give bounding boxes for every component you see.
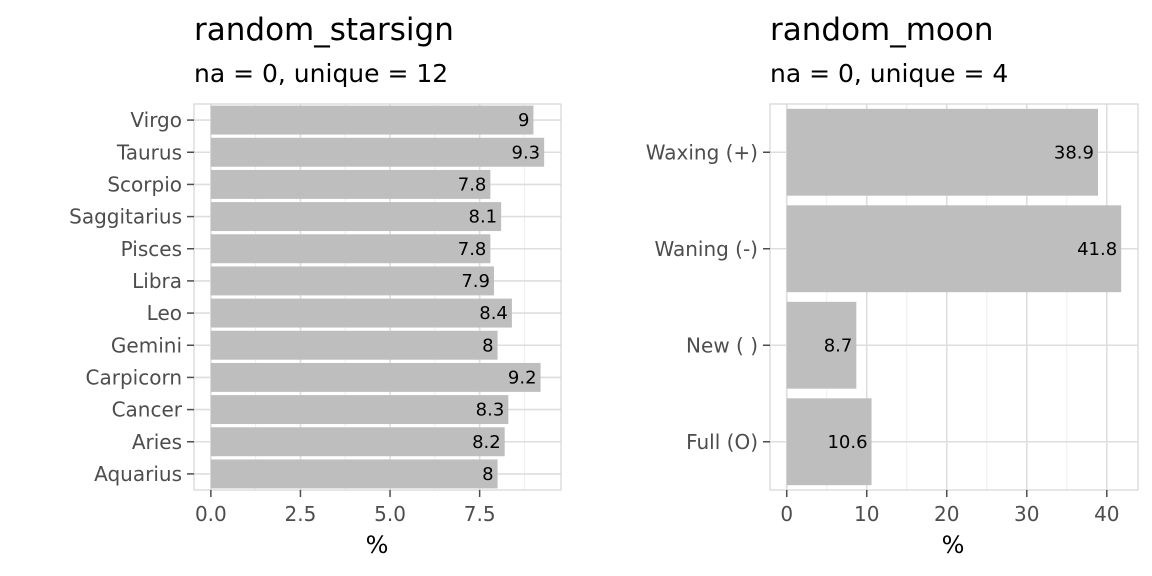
starsign-bar — [210, 137, 545, 167]
starsign-data-label: 7.9 — [461, 271, 490, 292]
starsign-y-tick-label: Aries — [132, 430, 182, 454]
starsign-bar — [210, 169, 491, 199]
moon-data-label: 8.7 — [824, 335, 853, 356]
moon-subtitle: na = 0, unique = 4 — [770, 59, 1008, 88]
starsign-data-label: 8.2 — [472, 432, 501, 453]
starsign-x-tick-label: 0.0 — [195, 502, 227, 526]
starsign-data-label: 8 — [482, 464, 493, 485]
starsign-bar — [210, 362, 541, 392]
starsign-y-tick-label: Leo — [147, 301, 182, 325]
starsign-y-tick-label: Virgo — [130, 108, 182, 132]
starsign-x-axis-title: % — [366, 531, 389, 559]
starsign-y-tick-label: Cancer — [112, 398, 183, 422]
moon-x-tick-label: 0 — [780, 502, 793, 526]
moon-panel: random_moon na = 0, unique = 4 % 38.9 41.… — [646, 12, 1139, 559]
moon-data-label: 41.8 — [1077, 239, 1117, 260]
starsign-data-label: 7.8 — [458, 239, 487, 260]
starsign-y-tick-label: Saggitarius — [69, 205, 182, 229]
starsign-x-tick-label: 5.0 — [374, 502, 406, 526]
moon-y-tick-label: Waning (-) — [654, 237, 758, 261]
moon-x-axis-title: % — [942, 531, 965, 559]
starsign-panel: random_starsign na = 0, unique = 12 % 9 9… — [69, 12, 562, 559]
moon-x-tick-label: 40 — [1094, 502, 1119, 526]
starsign-data-label: 7.8 — [458, 174, 487, 195]
moon-title: random_moon — [770, 12, 994, 48]
starsign-y-tick-label: Gemini — [111, 333, 182, 357]
starsign-bar — [210, 202, 502, 232]
starsign-y-tick-label: Carpicorn — [86, 365, 182, 389]
starsign-data-label: 9.3 — [512, 142, 541, 163]
moon-y-tick-label: Waxing (+) — [646, 140, 758, 164]
moon-y-tick-label: Full (O) — [686, 430, 758, 454]
starsign-bar — [210, 395, 509, 425]
starsign-y-tick-label: Libra — [132, 269, 182, 293]
moon-x-tick-label: 30 — [1014, 502, 1039, 526]
starsign-data-label: 9.2 — [508, 367, 537, 388]
starsign-title: random_starsign — [194, 12, 454, 48]
starsign-y-tick-label: Pisces — [121, 237, 182, 261]
starsign-y-tick-label: Aquarius — [94, 462, 182, 486]
moon-x-tick-label: 20 — [934, 502, 959, 526]
starsign-y-tick-label: Scorpio — [107, 172, 182, 196]
moon-x-tick-label: 10 — [854, 502, 879, 526]
starsign-data-label: 9 — [518, 110, 529, 131]
moon-data-label: 38.9 — [1054, 142, 1094, 163]
starsign-x-tick-label: 2.5 — [285, 502, 317, 526]
starsign-data-label: 8.3 — [476, 400, 505, 421]
starsign-panel-border — [193, 103, 562, 491]
starsign-bar — [210, 330, 498, 360]
starsign-data-label: 8.4 — [479, 303, 508, 324]
starsign-y-tick-label: Taurus — [116, 140, 182, 164]
moon-bar — [786, 398, 872, 486]
starsign-bar — [210, 459, 498, 489]
starsign-bar — [210, 234, 491, 264]
moon-y-tick-label: New ( ) — [686, 333, 758, 357]
starsign-subtitle: na = 0, unique = 12 — [194, 59, 448, 88]
moon-panel-border — [769, 103, 1139, 491]
starsign-bar — [210, 427, 505, 457]
starsign-bar — [210, 298, 512, 328]
moon-bar — [786, 205, 1122, 293]
starsign-x-tick-label: 7.5 — [464, 502, 496, 526]
starsign-bar — [210, 105, 534, 135]
moon-bar — [786, 108, 1098, 196]
moon-bar — [786, 301, 857, 389]
starsign-data-label: 8 — [482, 335, 493, 356]
moon-data-label: 10.6 — [827, 432, 867, 453]
starsign-bar — [210, 266, 494, 296]
starsign-data-label: 8.1 — [469, 207, 498, 228]
